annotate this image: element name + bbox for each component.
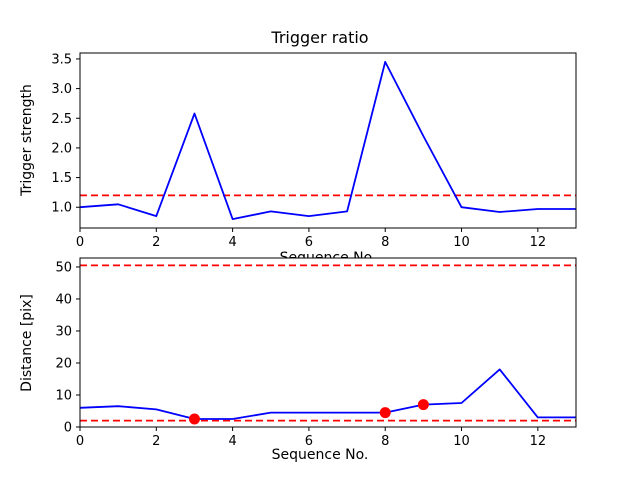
x-tick-label: 0: [76, 434, 84, 449]
x-tick-label: 6: [305, 235, 313, 250]
x-tick-label: 8: [381, 235, 389, 250]
event-marker: [188, 413, 200, 425]
y-tick-label: 40: [55, 292, 72, 307]
axes-frame: [79, 257, 577, 428]
x-tick-label: 2: [152, 235, 160, 250]
event-marker: [417, 399, 429, 411]
x-tick-label: 12: [530, 434, 547, 449]
x-tick-label: 12: [530, 235, 547, 250]
x-tick-label: 10: [453, 235, 470, 250]
y-tick-label: 50: [55, 260, 72, 275]
y-tick-label: 10: [55, 388, 72, 403]
x-tick-label: 10: [453, 434, 470, 449]
bottom-x-axis-label: Sequence No.: [271, 447, 369, 463]
bottom-y-axis-label: Distance [pix]: [19, 294, 35, 392]
y-tick-label: 1.0: [51, 201, 72, 216]
y-tick-label: 2.5: [51, 112, 72, 127]
x-tick-label: 6: [305, 434, 313, 449]
y-tick-label: 2.0: [51, 141, 72, 156]
y-tick-label: 1.5: [51, 171, 72, 186]
y-tick-label: 20: [55, 356, 72, 371]
chart-title: Trigger ratio: [271, 28, 369, 47]
axes-frame: [79, 52, 577, 229]
trigger-strength-line: [79, 61, 576, 221]
x-tick-label: 0: [76, 235, 84, 250]
event-marker: [379, 407, 391, 419]
axes-background: [80, 258, 576, 427]
y-tick-label: 3.5: [51, 52, 72, 67]
y-tick-label: 3.0: [51, 82, 72, 97]
x-tick-label: 4: [228, 434, 236, 449]
distance-line: [79, 368, 576, 420]
y-tick-label: 0: [64, 421, 72, 436]
top-y-axis-label: Trigger strength: [19, 84, 35, 196]
x-tick-label: 4: [228, 235, 236, 250]
y-tick-label: 30: [55, 324, 72, 339]
x-tick-label: 8: [381, 434, 389, 449]
x-tick-label: 2: [152, 434, 160, 449]
